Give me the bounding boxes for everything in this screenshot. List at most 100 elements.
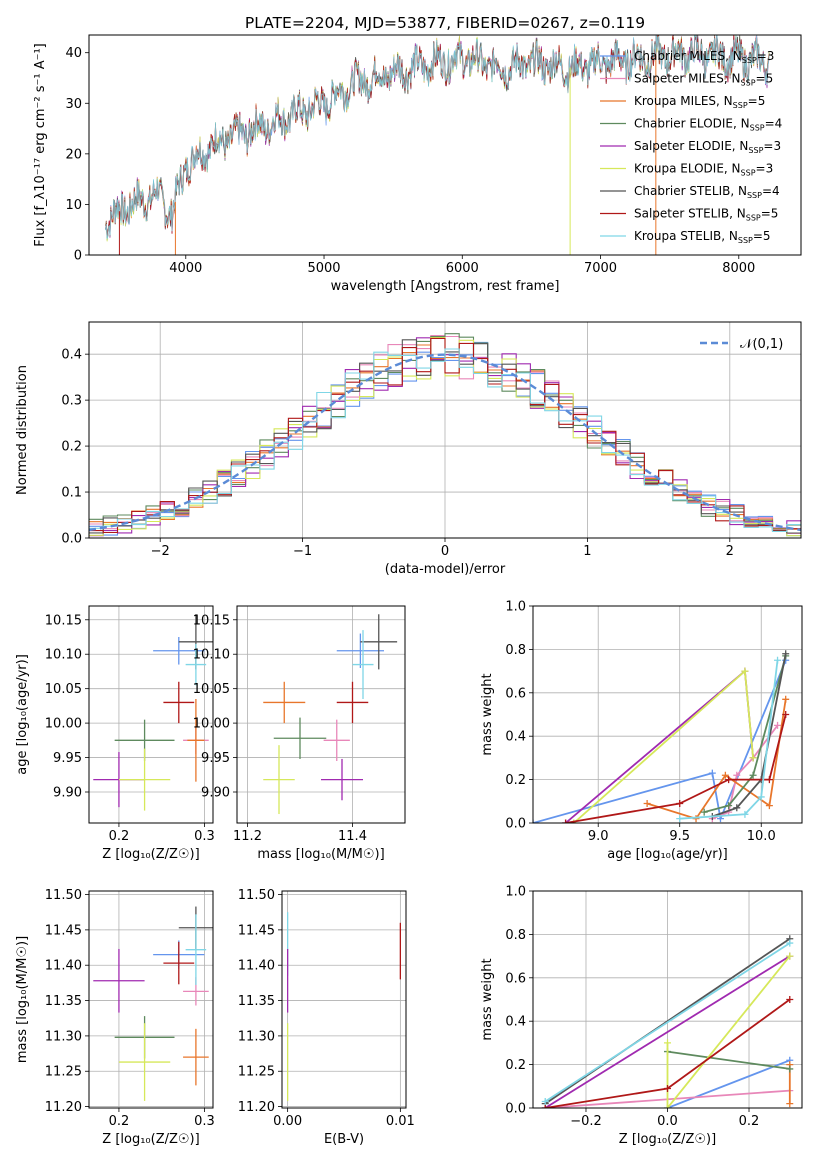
y-tick-label: 11.40 [238,959,275,974]
weight-marker [774,656,782,664]
plot-area [286,912,402,1101]
weight-line-chabrier-stelib [544,937,791,1105]
y-tick-label: 10.10 [193,648,230,663]
plot-area [93,614,213,811]
x-tick-label: 7000 [584,261,617,276]
plot-area [93,906,213,1101]
y-tick-label: 11.40 [45,959,82,974]
y-tick-label: 11.30 [45,1029,82,1044]
panel-7: 0.00 0.01 11.20 11.25 11.30 11.35 11.40 11.45 11… [238,888,415,1147]
legend-label: 𝒩(0,1) [740,337,783,352]
y-tick-label: 0.2 [61,440,82,455]
weight-line-chabrier-elodie [667,1050,790,1070]
x-tick-label: 2 [726,544,734,559]
x-tick-label: 5000 [307,261,340,276]
weight-line-chabrier-miles [533,659,787,823]
x-tick-label: 9.5 [669,829,690,844]
x-axis-label: Z [log₁₀(Z/Z☉)] [102,1132,199,1147]
y-tick-label: 11.35 [45,994,82,1009]
x-tick-label: 11.2 [233,829,262,844]
y-tick-label: 0.6 [505,686,526,701]
x-tick-label: 0.3 [194,829,215,844]
weight-marker [676,799,684,807]
y-tick-label: 0.4 [505,1015,526,1030]
weight-line-kroupa-stelib [679,660,779,820]
x-tick-label: 0.2 [109,1114,130,1129]
y-tick-label: 11.45 [45,923,82,938]
legend-label: Kroupa MILES, NSSP=5 [634,94,765,110]
histogram-chabrier-elodie [89,333,801,530]
axes-frame [236,605,406,824]
y-tick-label: 10.15 [193,613,230,628]
panel-6: 0.2 0.3 11.20 11.25 11.30 11.35 11.40 11.45 11.5… [15,888,215,1147]
weight-marker [664,1084,671,1092]
legend-label: Kroupa ELODIE, NSSP=3 [634,162,773,178]
y-tick-label: 9.90 [53,786,82,801]
y-tick-label: 11.50 [45,888,82,903]
y-tick-label: 0.4 [61,348,82,363]
x-tick-label: 9.0 [588,829,609,844]
legend-label: Chabrier ELODIE, NSSP=4 [634,117,782,133]
weight-marker [664,1104,671,1108]
weight-marker [700,808,708,816]
weight-marker [708,769,716,777]
axes-frame [281,890,407,1109]
legend-label: Chabrier STELIB, NSSP=4 [634,184,780,200]
y-tick-label: 0 [74,249,82,264]
weight-marker [725,776,733,784]
weight-marker [733,804,741,812]
x-axis-label: E(B-V) [324,1132,364,1147]
y-tick-label: 9.90 [201,786,230,801]
axes-frame [88,605,214,824]
x-tick-label: 0.00 [273,1114,302,1129]
weight-marker [741,667,749,675]
x-axis-label: age [log₁₀(age/yr)] [607,847,728,862]
weight-marker [782,711,790,718]
y-tick-label: 20 [65,147,82,162]
x-tick-label: −0.2 [570,1114,602,1129]
axes-frame [88,890,214,1109]
panel-3: 0.2 0.3 9.90 9.95 10.00 10.05 10.10 10.15 Z [log… [15,605,215,862]
y-tick-label: 0.6 [505,971,526,986]
y-tick-label: 9.95 [201,751,230,766]
y-tick-label: 0.0 [61,532,82,547]
y-tick-label: 11.25 [45,1065,82,1080]
y-tick-label: 11.35 [238,994,275,1009]
x-tick-label: −1 [293,544,312,559]
axes-frame [532,890,803,1109]
y-tick-label: 1.0 [505,600,526,615]
y-tick-label: 10.05 [193,682,230,697]
x-tick-label: 0.0 [657,1114,678,1129]
y-tick-label: 10.15 [45,613,82,628]
weight-marker [786,996,794,1003]
weight-marker [725,802,733,810]
weight-marker [786,939,794,947]
x-tick-label: 10.0 [747,829,776,844]
y-axis-label: age [log₁₀(age/yr)] [15,654,30,775]
weight-marker [782,695,790,703]
weight-marker [733,771,741,779]
panel-4: 11.2 11.4 9.90 9.95 10.00 10.05 10.10 10.15 mass… [193,605,406,862]
weight-marker [741,810,749,818]
plot-area [89,333,801,537]
y-axis-label: mass [log₁₀(M/M☉)] [15,936,30,1063]
y-tick-label: 10.10 [45,648,82,663]
plot-area [105,35,770,255]
x-tick-label: 6000 [446,261,479,276]
y-tick-label: 11.50 [238,888,275,903]
x-axis-label: (data-model)/error [385,562,506,577]
y-tick-label: 0.2 [505,773,526,788]
legend-label: Chabrier MILES, NSSP=3 [634,49,774,65]
plot-area [533,650,790,823]
weight-line-chabrier-stelib [711,653,787,818]
y-tick-label: 11.20 [45,1100,82,1115]
legend-label: Salpeter ELODIE, NSSP=3 [634,139,781,155]
weight-marker [757,793,765,801]
legend-label: Salpeter MILES, NSSP=5 [634,72,773,88]
x-tick-label: 4000 [169,261,202,276]
x-tick-label: 11.4 [338,829,367,844]
weight-marker [765,776,773,784]
y-tick-label: 0.0 [505,817,526,832]
weight-line-kroupa-elodie [573,669,754,823]
x-tick-label: 0.2 [739,1114,760,1129]
